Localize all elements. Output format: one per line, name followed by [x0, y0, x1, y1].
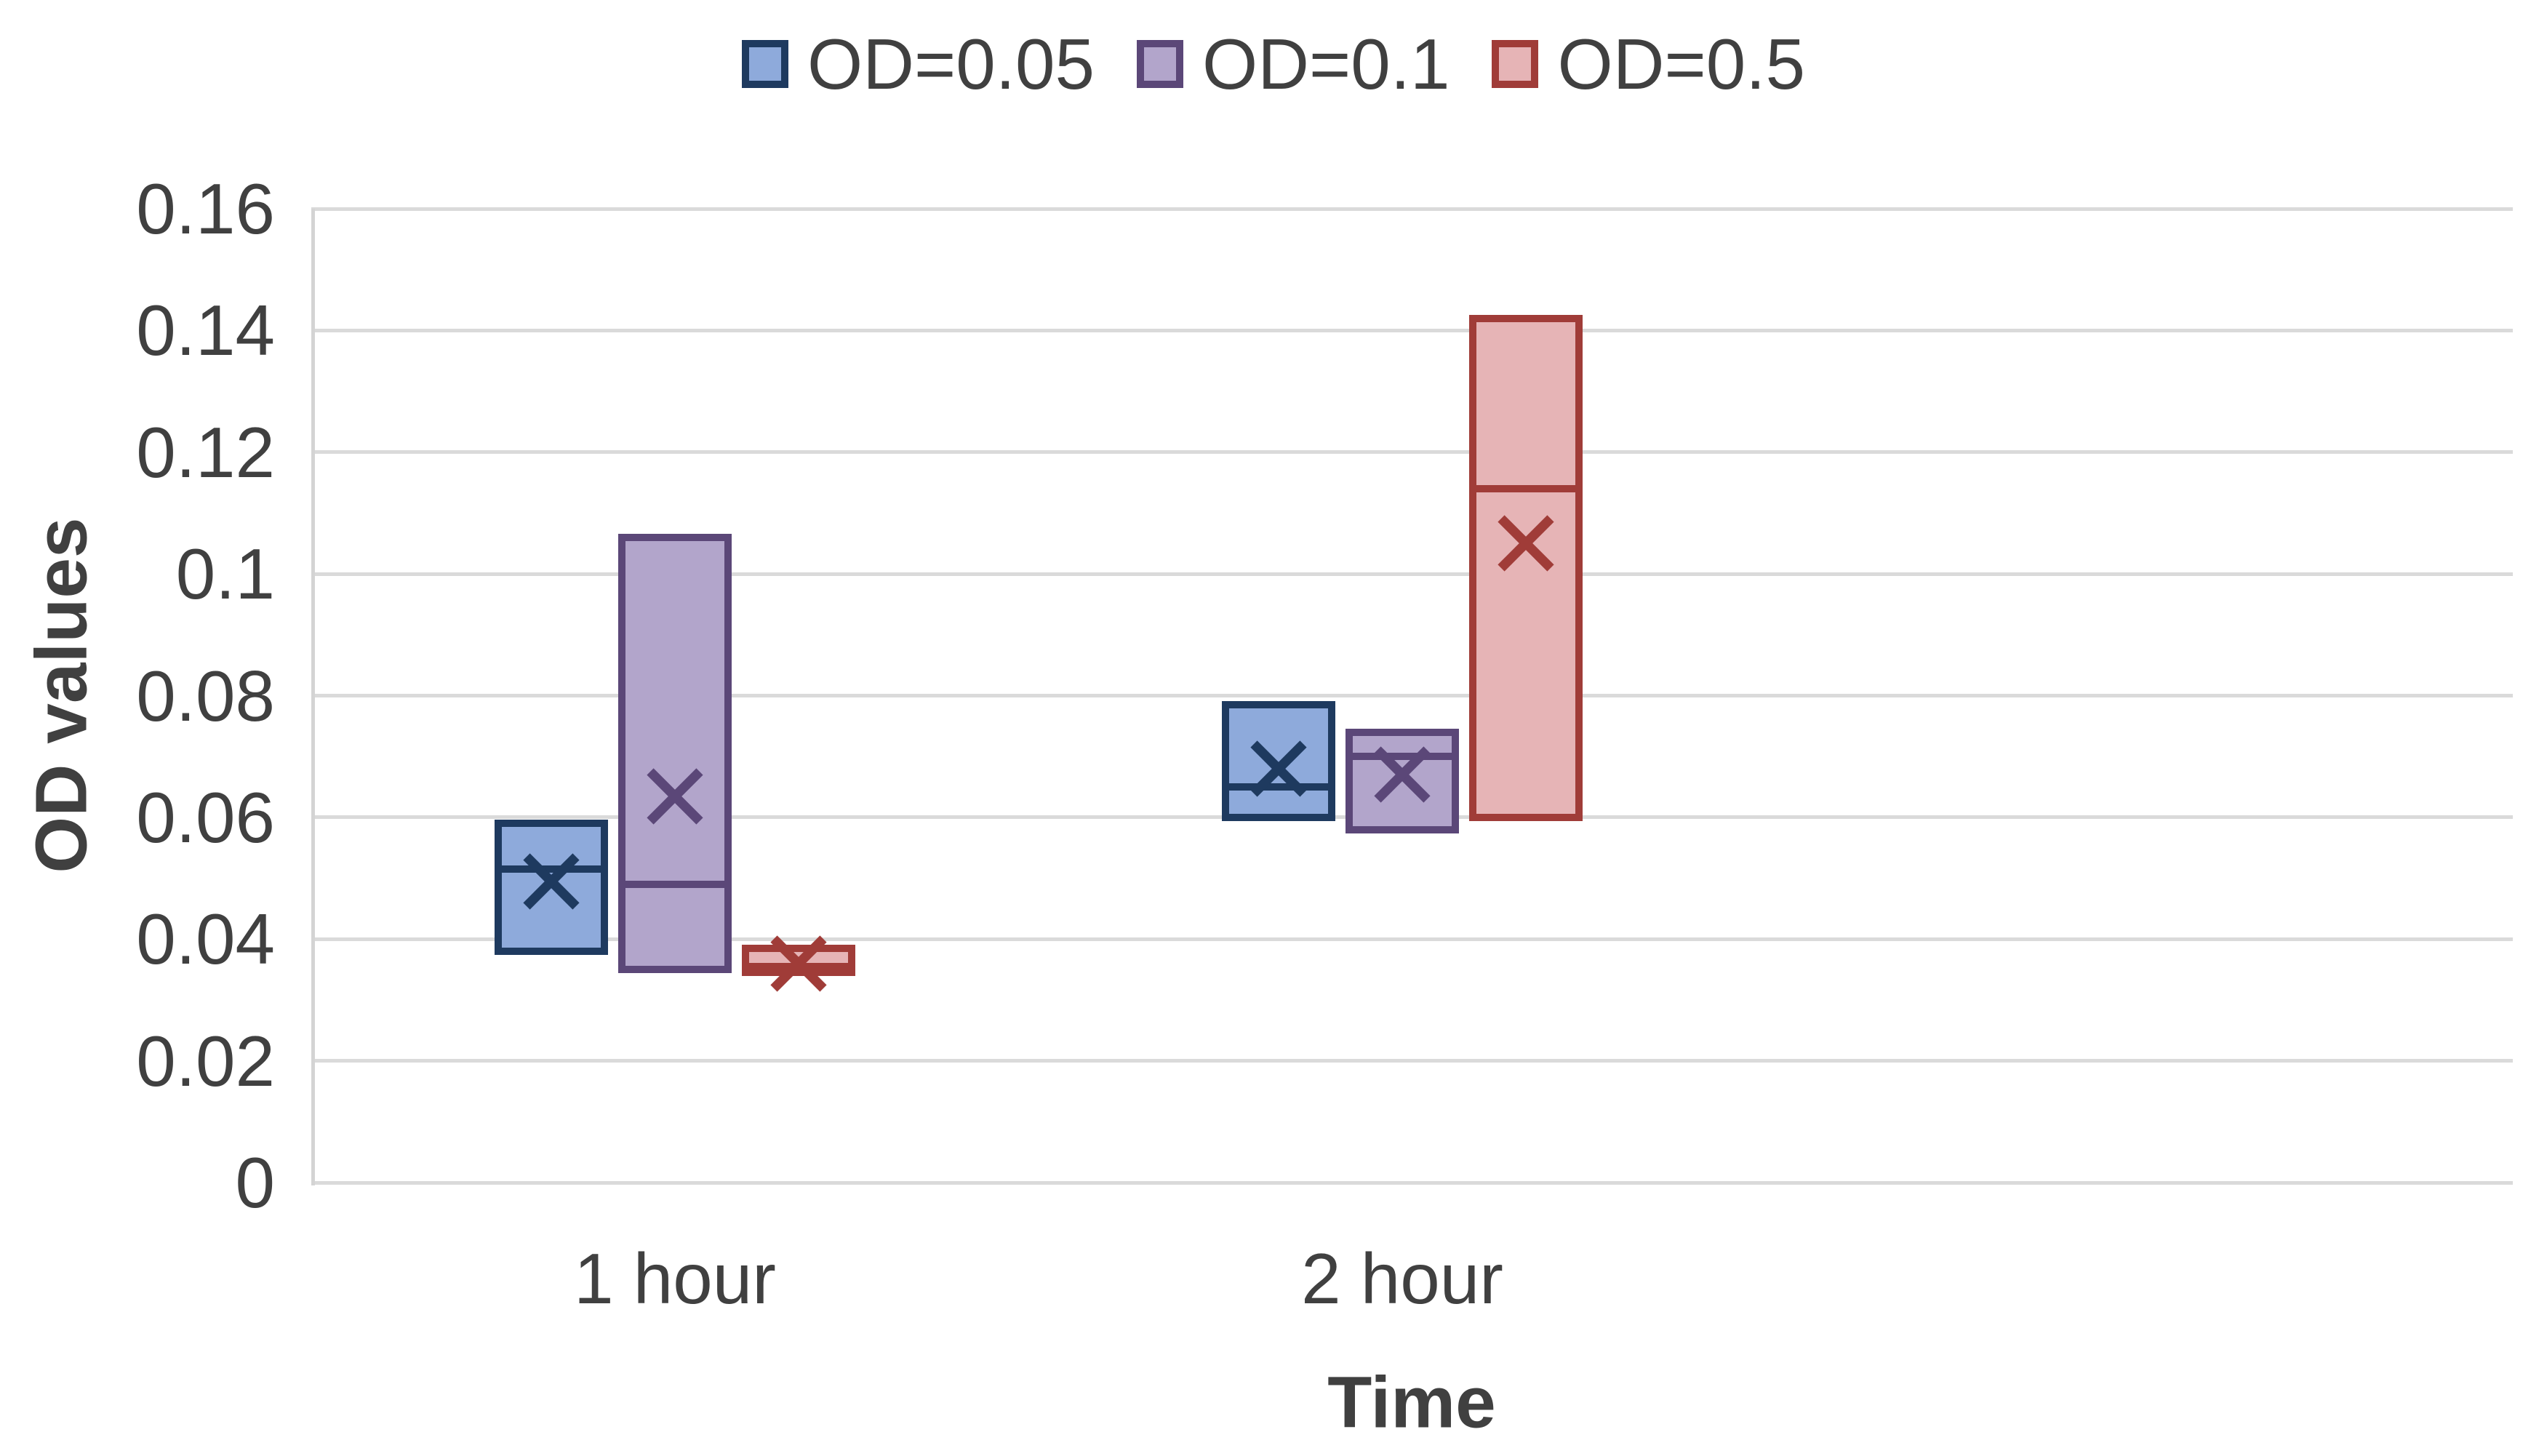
y-tick-label: 0.04 — [136, 899, 275, 980]
median-line — [618, 880, 732, 888]
gridline — [311, 207, 2513, 211]
gridline — [311, 572, 2513, 576]
x-category-label: 1 hour — [574, 1239, 776, 1319]
legend-item: OD=0.05 — [742, 28, 1095, 100]
box-od0.1-1h — [618, 533, 732, 974]
box-od0.1-2h — [1346, 728, 1459, 833]
gridline — [311, 450, 2513, 455]
gridline — [311, 1180, 2513, 1185]
mean-marker — [1374, 746, 1431, 803]
legend-swatch-icon — [742, 40, 789, 88]
mean-marker — [1250, 740, 1307, 797]
y-tick-label: 0.08 — [136, 655, 275, 736]
y-tick-label: 0.12 — [136, 412, 275, 492]
x-category-label: 2 hour — [1301, 1239, 1503, 1319]
x-axis-title: Time — [1327, 1361, 1496, 1444]
median-line — [495, 865, 608, 873]
median-line — [1346, 753, 1459, 761]
mean-marker — [647, 767, 703, 825]
legend-swatch-icon — [1492, 40, 1539, 88]
y-tick-label: 0.16 — [136, 169, 275, 249]
gridline — [311, 328, 2513, 332]
legend-label: OD=0.05 — [807, 24, 1095, 104]
legend-item: OD=0.5 — [1492, 24, 1805, 104]
mean-marker — [1498, 515, 1554, 572]
y-tick-label: 0 — [235, 1143, 275, 1223]
mean-marker — [770, 935, 827, 992]
legend-label: OD=0.1 — [1202, 24, 1450, 104]
gridline — [311, 1059, 2513, 1063]
gridline — [311, 937, 2513, 941]
y-tick-label: 0.14 — [136, 290, 275, 371]
y-tick-label: 0.1 — [175, 534, 275, 615]
median-line — [1222, 783, 1335, 791]
legend: OD=0.05 OD=0.1 OD=0.5 — [0, 22, 2547, 106]
y-tick-label: 0.02 — [136, 1020, 275, 1101]
legend-swatch-icon — [1137, 40, 1184, 88]
y-tick-label: 0.06 — [136, 777, 275, 857]
y-axis-title: OD values — [20, 517, 103, 873]
median-line — [1469, 484, 1583, 492]
legend-label: OD=0.5 — [1557, 24, 1805, 104]
legend-item: OD=0.1 — [1137, 28, 1450, 100]
y-axis-line — [311, 209, 315, 1185]
mean-marker — [523, 853, 580, 910]
box-od0.05-2h — [1222, 701, 1335, 821]
gridline — [311, 694, 2513, 697]
box-od0.5-2h — [1469, 314, 1583, 821]
